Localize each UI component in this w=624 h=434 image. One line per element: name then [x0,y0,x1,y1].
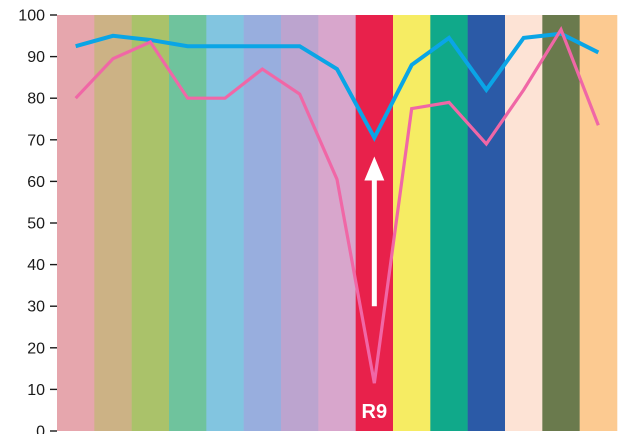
y-tick-label: 100 [18,8,45,25]
color-band-r3 [131,15,170,431]
y-tick-label: 90 [27,49,45,66]
color-band-r5 [206,15,244,431]
color-band-r8 [318,15,356,431]
color-band-r6 [243,15,282,431]
color-band-r11 [430,15,468,431]
color-bands [57,15,618,431]
annotation-label: R9 [362,401,388,423]
color-band-r12 [467,15,506,431]
y-tick-label: 0 [36,424,45,434]
color-band-r7 [281,15,319,431]
color-band-r14 [542,15,580,431]
color-band-r13 [505,15,543,431]
y-axis: 0 10 20 30 40 50 60 70 80 90 100 [18,8,57,434]
y-tick-label: 30 [27,299,45,316]
series-lines [74,25,600,384]
color-band-r10 [393,15,431,431]
y-tick-label: 20 [27,340,45,357]
y-tick-label: 40 [27,257,45,274]
y-tick-label: 80 [27,91,45,108]
annotations: R9 [362,156,388,423]
y-tick-label: 60 [27,174,45,191]
color-band-r4 [169,15,207,431]
y-tick-label: 50 [27,216,45,233]
y-tick-label: 70 [27,132,45,149]
color-band-r2 [94,15,132,431]
color-band-r15 [579,15,618,431]
y-tick-label: 10 [27,382,45,399]
color-band-r1 [57,15,95,431]
annotation-arrow-head [364,156,385,181]
